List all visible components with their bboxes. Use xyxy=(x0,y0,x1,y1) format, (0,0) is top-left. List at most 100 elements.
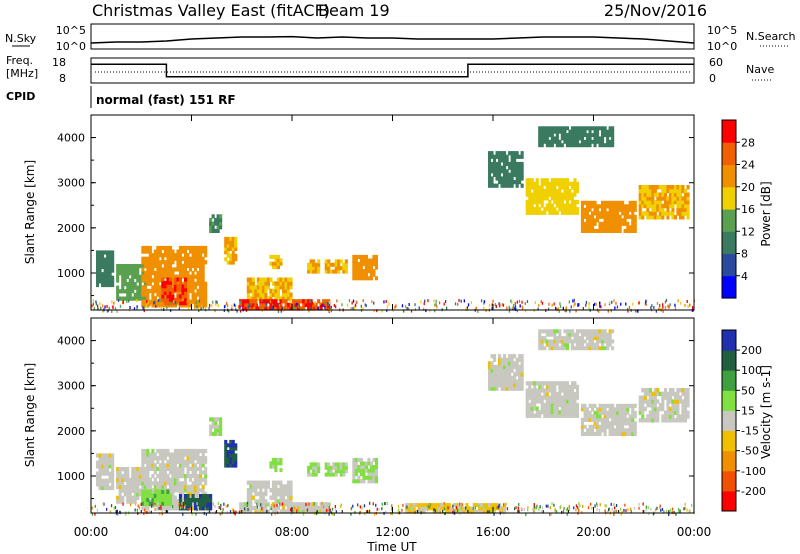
heatmap-cell xyxy=(586,346,590,351)
heatmap-cell xyxy=(194,488,198,493)
heatmap-cell xyxy=(560,406,564,411)
heatmap-cell xyxy=(309,269,313,274)
heatmap-cell xyxy=(488,364,492,370)
heatmap-cell xyxy=(570,181,574,186)
heatmap-cell xyxy=(633,221,637,226)
heatmap-cell xyxy=(166,477,170,482)
heatmap-cell xyxy=(671,203,675,209)
heatmap-cell xyxy=(663,203,667,209)
heatmap-cell xyxy=(96,453,100,458)
heatmap-cell xyxy=(598,228,602,233)
heatmap-cell xyxy=(596,329,600,334)
heatmap-cell xyxy=(631,221,635,226)
heatmap-cell xyxy=(231,240,235,245)
heatmap-cell xyxy=(178,466,182,471)
heatmap-cell xyxy=(616,225,620,230)
heatmap-cell xyxy=(538,399,542,404)
heatmap-cell xyxy=(106,460,110,465)
heatmap-speckle xyxy=(229,510,232,514)
heatmap-cell xyxy=(256,277,260,282)
heatmap-cell xyxy=(460,506,464,511)
heatmap-cell xyxy=(465,503,469,507)
heatmap-cell xyxy=(178,284,182,289)
heatmap-cell xyxy=(488,506,492,511)
heatmap-speckle xyxy=(305,503,307,506)
heatmap-cell xyxy=(191,488,195,493)
heatmap-cell xyxy=(106,282,110,288)
heatmap-cell xyxy=(663,395,667,400)
heatmap-cell xyxy=(648,395,652,400)
heatmap-cell xyxy=(628,421,632,426)
heatmap-speckle xyxy=(325,510,327,514)
heatmap-cell xyxy=(513,151,517,156)
heatmap-cell xyxy=(148,260,152,265)
heatmap-cell xyxy=(178,301,182,306)
heatmap-speckle xyxy=(488,510,490,514)
heatmap-cell xyxy=(666,196,670,201)
heatmap-cell xyxy=(656,406,660,412)
heatmap-cell xyxy=(143,501,147,506)
heatmap-cell xyxy=(131,470,135,475)
heatmap-speckle xyxy=(578,303,580,307)
heatmap-cell xyxy=(570,402,574,408)
heatmap-speckle xyxy=(425,309,427,313)
heatmap-cell xyxy=(553,406,557,411)
heatmap-cell xyxy=(266,480,270,485)
heatmap-cell xyxy=(254,299,258,304)
heatmap-cell xyxy=(520,154,524,159)
heatmap-cell xyxy=(563,203,567,208)
heatmap-cell xyxy=(550,329,554,334)
heatmap-cell xyxy=(558,388,562,393)
heatmap-cell xyxy=(628,204,632,209)
heatmap-speckle xyxy=(149,302,151,306)
heatmap-cell xyxy=(553,410,557,415)
heatmap-cell xyxy=(111,467,115,473)
heatmap-cell xyxy=(201,271,205,276)
heatmap-cell xyxy=(191,253,195,258)
heatmap-cell xyxy=(131,274,135,279)
heatmap-cell xyxy=(274,499,278,504)
heatmap-cell xyxy=(676,185,680,190)
heatmap-cell xyxy=(606,424,610,429)
heatmap-cell xyxy=(613,228,617,233)
heatmap-speckle xyxy=(408,303,410,306)
heatmap-speckle xyxy=(647,506,649,510)
heatmap-speckle xyxy=(91,506,93,510)
heatmap-cell xyxy=(518,154,522,159)
xtick-label: 00:00 xyxy=(74,525,109,539)
heatmap-cell xyxy=(211,214,215,219)
heatmap-cell xyxy=(533,199,537,205)
heatmap-speckle xyxy=(590,502,592,506)
heatmap-cell xyxy=(204,281,208,286)
heatmap-cell xyxy=(573,129,577,134)
heatmap-cell xyxy=(488,169,492,174)
heatmap-cell xyxy=(224,240,228,245)
heatmap-cell xyxy=(106,453,110,458)
heatmap-cell xyxy=(176,274,180,279)
heatmap-cell xyxy=(199,303,203,308)
heatmap-cell xyxy=(362,479,366,484)
heatmap-cell xyxy=(148,271,152,276)
heatmap-cell xyxy=(575,143,579,148)
nave-tick-top: 60 xyxy=(709,56,723,69)
heatmap-cell xyxy=(462,506,466,511)
heatmap-cell xyxy=(146,452,150,457)
heatmap-cell xyxy=(593,403,597,408)
heatmap-cell xyxy=(606,421,610,426)
heatmap-cell xyxy=(314,462,318,467)
power-ylabel: Slant Range [km] xyxy=(23,160,37,264)
heatmap-cell xyxy=(560,126,564,131)
heatmap-cell xyxy=(565,399,569,404)
heatmap-cell xyxy=(337,269,341,274)
heatmap-cell xyxy=(593,136,597,141)
heatmap-cell xyxy=(596,136,600,141)
heatmap-cell xyxy=(540,210,544,215)
heatmap-speckle xyxy=(276,503,278,507)
heatmap-speckle xyxy=(642,502,644,506)
heatmap-cell xyxy=(369,262,373,267)
heatmap-cell xyxy=(289,292,293,297)
heatmap-cell xyxy=(553,395,557,400)
heatmap-cell xyxy=(269,464,273,469)
heatmap-cell xyxy=(101,272,105,277)
heatmap-speckle xyxy=(93,306,95,310)
